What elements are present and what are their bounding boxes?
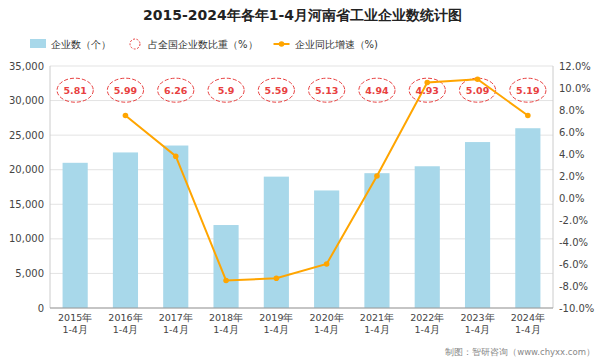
y2-tick-label: -2.0% <box>559 215 588 226</box>
data-label: 5.13 <box>315 85 338 96</box>
line-marker <box>374 173 380 179</box>
y2-tick-label: 8.0% <box>559 105 584 116</box>
y2-tick-label: 2.0% <box>559 171 584 182</box>
legend-label: 企业数（个） <box>51 39 111 50</box>
legend-swatch <box>279 41 285 47</box>
x-tick-label: 2017年1-4月 <box>159 312 193 335</box>
data-label: 4.93 <box>416 85 439 96</box>
data-label: 5.81 <box>63 85 86 96</box>
grid-line <box>50 66 553 67</box>
line-marker <box>274 276 280 282</box>
y-tick-label: 35,000 <box>9 61 44 72</box>
legend-item: 企业同比增速（%) <box>274 39 379 50</box>
legend-swatch <box>30 39 46 48</box>
bar <box>163 146 188 308</box>
legend: 企业数（个） 占全国企业数比重（%） 企业同比增速（%) <box>30 39 378 50</box>
x-tick-label: 2020年1-4月 <box>310 312 344 335</box>
y-tick-label: 5,000 <box>15 268 44 279</box>
x-tick-label: 2023年1-4月 <box>460 312 494 335</box>
bar <box>465 142 490 308</box>
title: 2015-2024年各年1-4月河南省工业企业数统计图 <box>143 7 462 23</box>
grid-line <box>50 308 553 309</box>
legend-item: 企业数（个） <box>30 39 111 50</box>
x-tick-label: 2024年1-4月 <box>511 312 545 335</box>
bar <box>264 177 289 308</box>
grid <box>50 66 553 308</box>
data-labels: 5.81 5.99 6.26 5.9 5.59 5.13 4.94 4.93 5.09 5.19 <box>63 85 539 96</box>
ratio-ellipse <box>359 78 395 102</box>
line-marker <box>475 76 481 82</box>
line-marker <box>173 153 179 159</box>
legend-item: 占全国企业数比重（%） <box>130 39 258 50</box>
data-label: 5.9 <box>218 85 235 96</box>
line-marker <box>123 113 129 119</box>
grid-line <box>50 100 553 101</box>
grid-line <box>50 135 553 136</box>
y2-tick-label: 0.0% <box>559 193 584 204</box>
chart: 2015-2024年各年1-4月河南省工业企业数统计图 0 5,000 10,000 1… <box>0 0 605 361</box>
y2-tick-label: 10.0% <box>559 83 591 94</box>
ratio-ellipse <box>158 78 194 102</box>
x-tick-label: 2015年1-4月 <box>58 312 92 335</box>
y-axis-line <box>50 66 51 308</box>
x-axis-line <box>50 308 553 309</box>
data-label: 5.09 <box>466 85 489 96</box>
line-marker <box>223 278 229 284</box>
y-tick-label: 25,000 <box>9 130 44 141</box>
data-label: 5.19 <box>516 85 539 96</box>
data-label: 5.99 <box>114 85 137 96</box>
y2-tick-label: -8.0% <box>559 281 588 292</box>
line <box>125 79 527 280</box>
line-marker <box>525 113 531 119</box>
y-tick-label: 0 <box>38 303 44 314</box>
legend-label: 企业同比增速（%) <box>295 39 379 50</box>
data-label: 6.26 <box>164 85 188 96</box>
y-tick-label: 30,000 <box>9 95 44 106</box>
line-marker <box>324 261 330 267</box>
x-tick-label: 2022年1-4月 <box>410 312 444 335</box>
y2-tick-label: -4.0% <box>559 237 588 248</box>
legend-swatch <box>130 39 140 49</box>
x-tick-label: 2016年1-4月 <box>108 312 142 335</box>
footer: 制图：智研咨询（www.chyxx.com） <box>445 347 595 357</box>
y2-tick-label: 12.0% <box>559 61 591 72</box>
x-tick-label: 2019年1-4月 <box>259 312 293 335</box>
ratio-ellipse <box>107 78 143 102</box>
ratio-ellipse <box>309 78 345 102</box>
x-tick-label: 2018年1-4月 <box>209 312 243 335</box>
bar <box>63 163 88 308</box>
data-label: 4.94 <box>365 85 389 96</box>
bar <box>415 166 440 308</box>
x-tick-label: 2021年1-4月 <box>360 312 394 335</box>
ratio-ellipse <box>208 78 244 102</box>
bar <box>113 152 138 308</box>
y2-tick-label: -6.0% <box>559 259 588 270</box>
y2-axis-line <box>553 66 554 308</box>
ratio-ellipse <box>258 78 294 102</box>
bar <box>213 225 238 308</box>
ratio-ellipse <box>57 78 93 102</box>
bar <box>515 128 540 308</box>
y-tick-label: 10,000 <box>9 233 44 244</box>
y-tick-label: 20,000 <box>9 164 44 175</box>
y2-tick-label: -10.0% <box>559 303 594 314</box>
legend-label: 占全国企业数比重（%） <box>148 39 258 50</box>
y2-tick-label: 6.0% <box>559 127 584 138</box>
y-tick-label: 15,000 <box>9 199 44 210</box>
data-label: 5.59 <box>265 85 288 96</box>
plot-area <box>57 76 546 308</box>
ratio-ellipse <box>510 78 546 102</box>
y2-tick-label: 4.0% <box>559 149 584 160</box>
